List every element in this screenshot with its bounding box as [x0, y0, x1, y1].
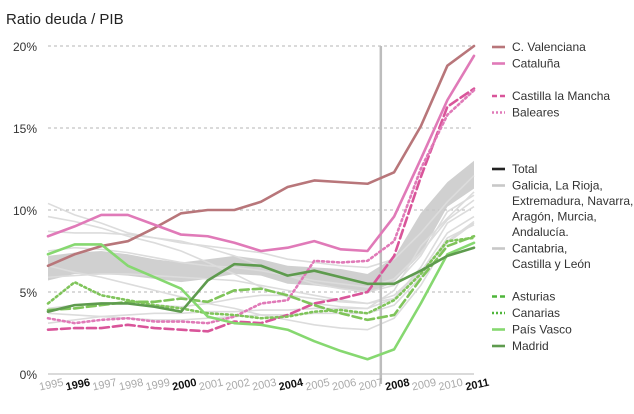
x-tick-label: 1996 — [65, 377, 91, 394]
series-canarias — [46, 236, 476, 320]
series-castilla-la-mancha — [46, 87, 476, 333]
x-tick-label: 2011 — [464, 377, 490, 394]
x-tick-label: 2010 — [438, 377, 464, 394]
legend-label: Cantabria, — [512, 242, 567, 256]
legend-label: C. Valenciana — [512, 40, 586, 54]
series-catalu-a — [46, 54, 476, 253]
x-tick-label: 2009 — [411, 377, 437, 394]
y-tick-label: 10% — [13, 204, 37, 218]
series-pa-s-vasco — [46, 241, 476, 361]
legend-label: País Vasco — [512, 323, 572, 337]
grid — [48, 45, 474, 375]
x-tick-label: 2004 — [278, 376, 305, 393]
series-extremadura — [47, 199, 475, 288]
legend-label: Baleares — [512, 106, 559, 120]
y-axis-ticks: 0% 5% 10% 15% 20% — [13, 40, 37, 382]
y-tick-label: 0% — [20, 368, 38, 382]
x-tick-label: 2006 — [331, 377, 357, 394]
x-tick-label: 1995 — [38, 377, 64, 394]
x-tick-label: 2001 — [198, 377, 224, 394]
legend-label: Castilla y León — [512, 257, 591, 271]
x-tick-label: 1997 — [91, 377, 117, 394]
legend-label: Galicia, La Rioja, — [512, 179, 603, 193]
x-tick-label: 2003 — [251, 377, 277, 394]
x-tick-label: 2005 — [304, 377, 330, 394]
x-tick-label: 2000 — [171, 377, 197, 394]
legend-label: Total — [512, 162, 537, 176]
series-madrid — [46, 246, 476, 313]
legend-label: Andalucía. — [512, 225, 569, 239]
series-galicia — [47, 174, 475, 269]
legend: C. Valenciana Cataluña Castilla la Mancha B… — [492, 40, 633, 353]
y-tick-label: 5% — [20, 286, 38, 300]
x-tick-label: 2002 — [225, 377, 251, 394]
legend-label: Aragón, Murcia, — [512, 210, 597, 224]
x-tick-label: 1999 — [145, 377, 171, 394]
x-axis-ticks: 1995 1996 1997 1998 1999 2000 2001 2002 2003 2004… — [38, 376, 490, 393]
legend-label: Cataluña — [512, 57, 560, 71]
y-tick-label: 20% — [13, 40, 37, 54]
legend-label: Asturias — [512, 290, 555, 304]
legend-label: Madrid — [512, 339, 549, 353]
x-tick-label: 2008 — [384, 377, 410, 394]
legend-label: Canarias — [512, 306, 560, 320]
total-band-area — [48, 160, 474, 294]
series-baleares — [46, 88, 476, 325]
total-range-band — [48, 160, 474, 294]
highlighted-series — [46, 44, 476, 361]
x-tick-label: 2007 — [358, 377, 384, 394]
y-tick-label: 15% — [13, 122, 37, 136]
series-c-valenciana — [46, 44, 476, 268]
x-tick-label: 1998 — [118, 377, 144, 394]
chart-title: Ratio deuda / PIB — [6, 11, 124, 28]
legend-label: Extremadura, Navarra, — [512, 194, 633, 208]
legend-label: Castilla la Mancha — [512, 89, 610, 103]
